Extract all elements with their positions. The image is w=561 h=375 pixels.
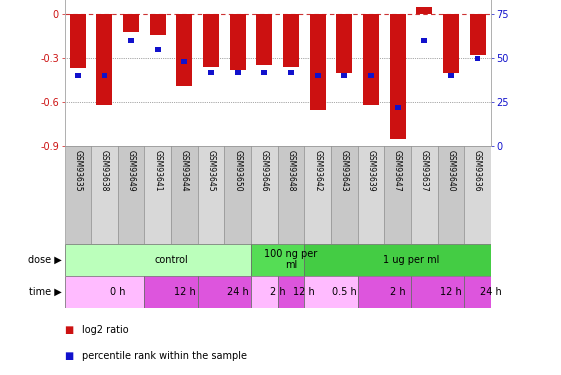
Bar	[150, 14, 166, 34]
Text: ■: ■	[65, 351, 73, 361]
Bar	[251, 146, 278, 244]
Bar	[251, 276, 278, 308]
Bar	[145, 276, 197, 308]
Text: 24 h: 24 h	[480, 286, 502, 297]
Text: 0.5 h: 0.5 h	[332, 286, 357, 297]
Bar	[145, 146, 171, 244]
Bar	[438, 146, 465, 244]
Text: GSM93643: GSM93643	[340, 150, 349, 192]
Bar	[421, 38, 427, 43]
Bar	[171, 146, 198, 244]
Bar	[315, 73, 320, 78]
Bar	[278, 276, 304, 308]
Text: GSM93650: GSM93650	[233, 150, 242, 192]
Bar	[96, 14, 112, 105]
Bar	[123, 14, 139, 32]
Bar	[358, 276, 411, 308]
Bar	[416, 7, 432, 14]
Bar	[363, 14, 379, 105]
Text: GSM93635: GSM93635	[73, 150, 82, 192]
Text: control: control	[154, 255, 188, 265]
Text: 1 ug per ml: 1 ug per ml	[383, 255, 439, 265]
Text: GSM93645: GSM93645	[206, 150, 215, 192]
Bar	[118, 146, 145, 244]
Bar	[448, 73, 454, 78]
Text: GSM93648: GSM93648	[287, 150, 296, 192]
Text: GSM93641: GSM93641	[153, 150, 162, 192]
Bar	[197, 276, 251, 308]
Text: GSM93642: GSM93642	[313, 150, 322, 192]
Bar	[336, 14, 352, 73]
Bar	[310, 14, 325, 110]
Text: 2 h: 2 h	[270, 286, 286, 297]
Bar	[411, 146, 438, 244]
Text: 12 h: 12 h	[173, 286, 195, 297]
Bar	[102, 73, 107, 78]
Bar	[256, 14, 273, 66]
Bar	[443, 14, 459, 73]
Bar	[176, 14, 192, 86]
Bar	[395, 105, 401, 110]
Bar	[304, 276, 358, 308]
Text: 100 ng per
ml: 100 ng per ml	[264, 249, 318, 270]
Bar	[65, 146, 91, 244]
Bar	[465, 146, 491, 244]
Bar	[358, 146, 384, 244]
Bar	[475, 56, 480, 61]
Bar	[470, 14, 485, 55]
Text: time ▶: time ▶	[29, 286, 62, 297]
Bar	[465, 276, 491, 308]
Bar	[389, 14, 406, 139]
Bar	[342, 73, 347, 78]
Bar	[224, 146, 251, 244]
Text: 2 h: 2 h	[390, 286, 406, 297]
Bar	[288, 70, 294, 75]
Bar	[304, 146, 331, 244]
Bar	[261, 70, 267, 75]
Text: percentile rank within the sample: percentile rank within the sample	[82, 351, 247, 361]
Bar	[65, 244, 251, 276]
Text: GSM93637: GSM93637	[420, 150, 429, 192]
Text: GSM93640: GSM93640	[447, 150, 456, 192]
Text: GSM93644: GSM93644	[180, 150, 189, 192]
Bar	[197, 146, 224, 244]
Text: GSM93649: GSM93649	[127, 150, 136, 192]
Bar	[203, 14, 219, 67]
Text: ■: ■	[65, 325, 73, 335]
Bar	[75, 73, 81, 78]
Bar	[331, 146, 358, 244]
Bar	[384, 146, 411, 244]
Bar	[230, 14, 246, 70]
Bar	[368, 73, 374, 78]
Text: GSM93647: GSM93647	[393, 150, 402, 192]
Text: GSM93638: GSM93638	[100, 150, 109, 192]
Text: 24 h: 24 h	[227, 286, 249, 297]
Text: log2 ratio: log2 ratio	[82, 325, 129, 335]
Bar	[155, 47, 160, 52]
Bar	[283, 14, 299, 67]
Text: dose ▶: dose ▶	[28, 255, 62, 265]
Text: GSM93646: GSM93646	[260, 150, 269, 192]
Bar	[128, 38, 134, 43]
Text: 0 h: 0 h	[110, 286, 126, 297]
Bar	[235, 70, 241, 75]
Bar	[411, 276, 465, 308]
Bar	[208, 70, 214, 75]
Text: 12 h: 12 h	[440, 286, 462, 297]
Bar	[70, 14, 86, 68]
Text: GSM93639: GSM93639	[366, 150, 375, 192]
Bar	[251, 244, 304, 276]
Bar	[91, 146, 118, 244]
Bar	[304, 244, 491, 276]
Text: 12 h: 12 h	[293, 286, 315, 297]
Bar	[65, 276, 144, 308]
Bar	[278, 146, 304, 244]
Bar	[182, 59, 187, 64]
Text: GSM93636: GSM93636	[473, 150, 482, 192]
